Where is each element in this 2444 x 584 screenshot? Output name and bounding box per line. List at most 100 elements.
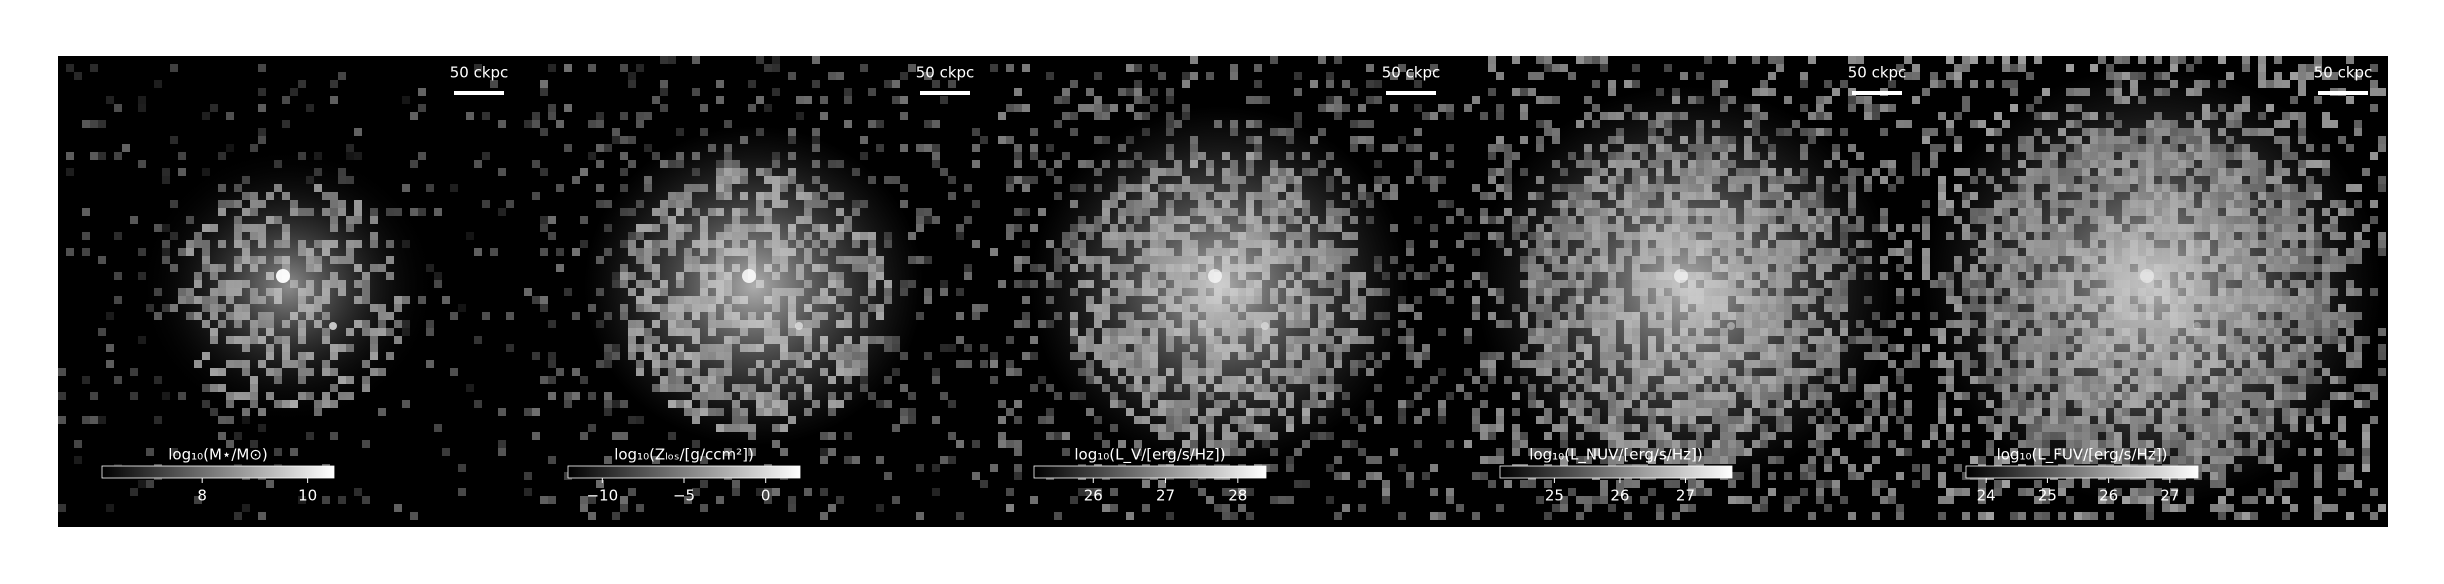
pixel: [346, 152, 354, 160]
pixel: [932, 368, 940, 376]
pixel: [1840, 80, 1848, 88]
pixel: [1390, 104, 1398, 112]
pixel: [1624, 496, 1632, 504]
pixel: [1560, 64, 1568, 72]
pixel: [612, 512, 620, 520]
pixel: [1422, 472, 1430, 480]
pixel: [1456, 384, 1464, 392]
pixel: [972, 200, 980, 208]
pixel: [1840, 496, 1848, 504]
pixel: [876, 120, 884, 128]
pixel: [620, 64, 628, 72]
pixel: [1512, 440, 1520, 448]
pixel: [1480, 456, 1488, 464]
pixel: [1254, 80, 1262, 88]
pixel: [1768, 488, 1776, 496]
pixel: [1438, 400, 1446, 408]
pixel: [1816, 488, 1824, 496]
pixel: [1832, 448, 1840, 456]
pixel: [1624, 512, 1632, 520]
pixel: [1704, 56, 1712, 64]
pixel: [1046, 168, 1054, 176]
pixel: [1496, 184, 1504, 192]
pixel: [1504, 480, 1512, 488]
pixel: [138, 248, 146, 256]
pixel: [1760, 504, 1768, 512]
pixel: [660, 88, 668, 96]
pixel: [1880, 416, 1888, 424]
pixel: [1366, 64, 1374, 72]
pixel: [1414, 312, 1422, 320]
pixel: [1014, 440, 1022, 448]
pixel: [1696, 72, 1704, 80]
pixel: [1390, 448, 1398, 456]
pixel: [1816, 480, 1824, 488]
pixel: [1406, 344, 1414, 352]
pixel: [820, 96, 828, 104]
pixel: [1896, 64, 1904, 72]
pixel: [844, 120, 852, 128]
pixel: [564, 400, 572, 408]
pixel: [58, 504, 66, 512]
pixel: [1848, 96, 1856, 104]
pixel: [1446, 160, 1454, 168]
pixel: [1896, 312, 1904, 320]
pixel: [1472, 272, 1480, 280]
pixel: [596, 160, 604, 168]
pixel: [548, 112, 556, 120]
pixel: [1496, 416, 1504, 424]
pixel: [580, 376, 588, 384]
pixel: [548, 320, 556, 328]
pixel: [2106, 64, 2114, 72]
pixel: [652, 456, 660, 464]
pixel: [1544, 56, 1552, 64]
pixel: [1864, 416, 1872, 424]
pixel: [1366, 80, 1374, 88]
pixel: [556, 120, 564, 128]
pixel: [1222, 512, 1230, 520]
pixel: [1930, 80, 1938, 88]
pixel: [596, 360, 604, 368]
pixel: [1438, 408, 1446, 416]
pixel: [1326, 80, 1334, 88]
pixel: [1430, 464, 1438, 472]
pixel: [66, 168, 74, 176]
pixel: [1896, 448, 1904, 456]
pixel: [1488, 456, 1496, 464]
pixel: [1576, 512, 1584, 520]
pixel: [1382, 144, 1390, 152]
pixel: [490, 248, 498, 256]
pixel: [940, 280, 948, 288]
pixel: [1912, 464, 1920, 472]
pixel: [1784, 96, 1792, 104]
pixel: [1262, 96, 1270, 104]
pixel: [1150, 64, 1158, 72]
pixel: [1912, 312, 1920, 320]
pixel: [1294, 448, 1302, 456]
bright-core: [1727, 322, 1735, 330]
pixel: [2290, 72, 2298, 80]
pixel: [1888, 104, 1896, 112]
pixel: [1480, 368, 1488, 376]
pixel: [1382, 488, 1390, 496]
pixel: [130, 368, 138, 376]
pixel: [1046, 384, 1054, 392]
pixel: [612, 432, 620, 440]
pixel: [532, 160, 540, 168]
pixel: [604, 392, 612, 400]
pixel: [1938, 112, 1946, 120]
pixel: [1480, 432, 1488, 440]
pixel: [498, 440, 506, 448]
pixel: [990, 352, 998, 360]
pixel: [1350, 416, 1358, 424]
pixel: [1142, 96, 1150, 104]
pixel: [812, 56, 820, 64]
scale-bar-label: 50 ckpc: [1382, 64, 1441, 82]
pixel: [1446, 496, 1454, 504]
pixel: [1904, 448, 1912, 456]
pixel: [1022, 208, 1030, 216]
pixel: [1912, 64, 1920, 72]
pixel: [1800, 72, 1808, 80]
pixel: [1888, 344, 1896, 352]
